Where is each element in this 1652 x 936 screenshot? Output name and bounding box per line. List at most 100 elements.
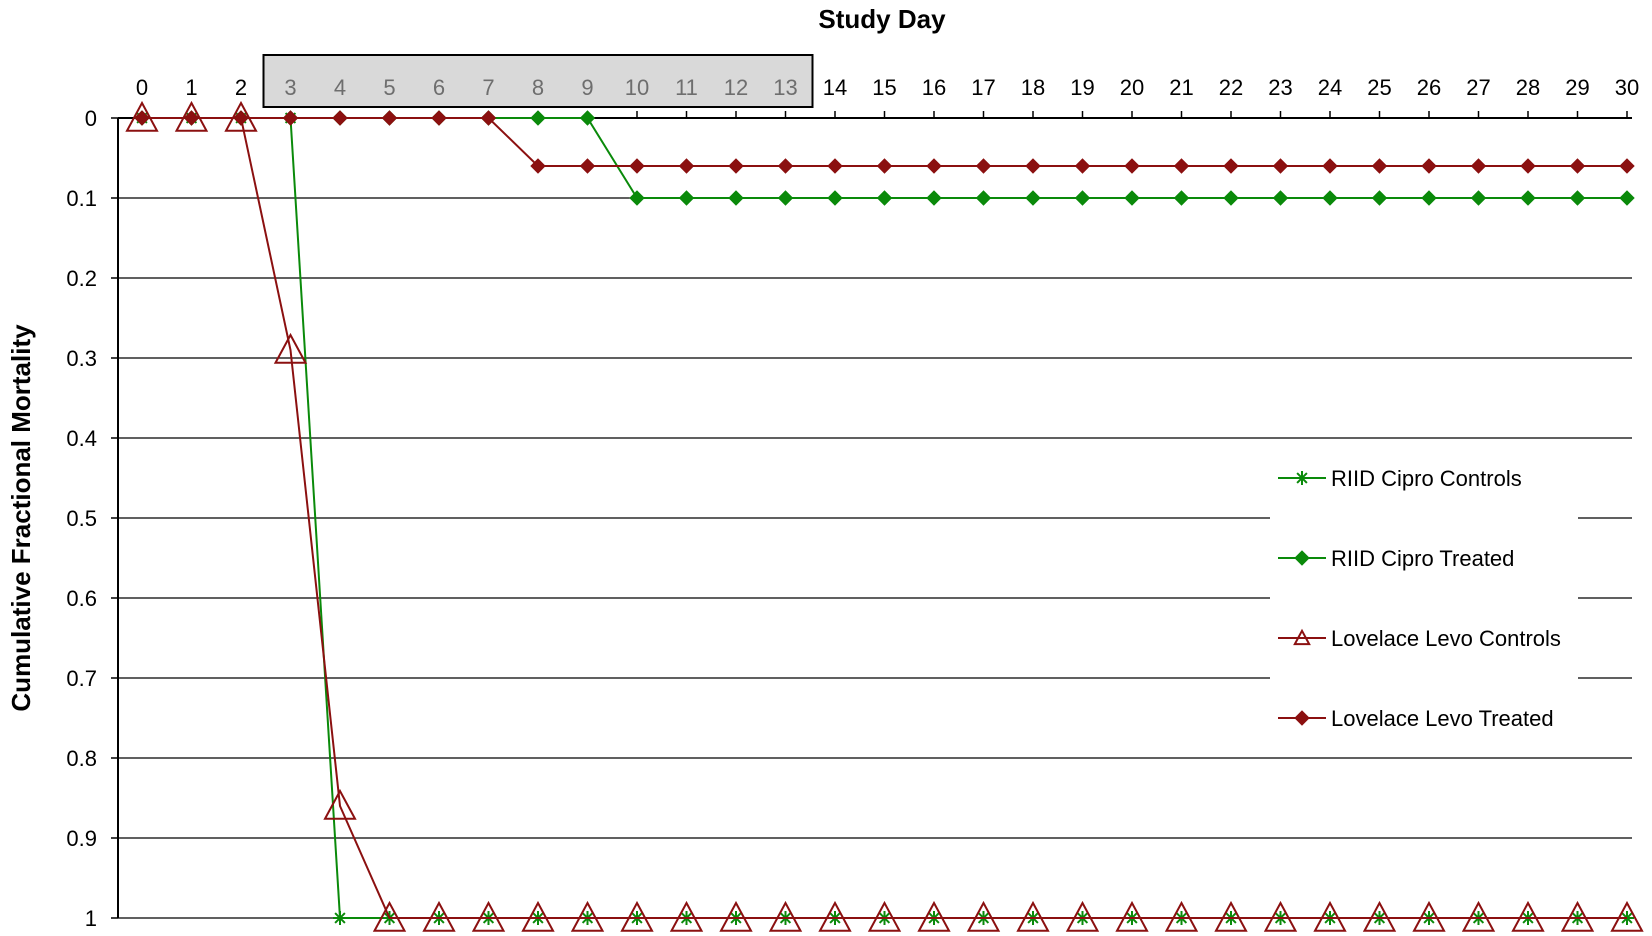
y-tick-label: 0.1 bbox=[66, 186, 97, 211]
data-point bbox=[1619, 158, 1635, 174]
data-point bbox=[431, 110, 447, 126]
data-point bbox=[1016, 900, 1050, 932]
data-point bbox=[1520, 190, 1536, 206]
data-point bbox=[372, 900, 407, 932]
data-point bbox=[273, 332, 308, 364]
legend-marker bbox=[1295, 471, 1309, 485]
y-tick-label: 0 bbox=[85, 106, 97, 131]
legend-background-group bbox=[1270, 445, 1578, 735]
series-line bbox=[142, 117, 1627, 919]
data-point bbox=[1065, 900, 1100, 932]
data-point bbox=[1619, 190, 1635, 206]
data-point bbox=[926, 158, 942, 174]
data-point bbox=[174, 100, 209, 132]
y-axis-title: Cumulative Fractional Mortality bbox=[6, 324, 36, 712]
y-tick-label: 0.6 bbox=[66, 586, 97, 611]
legend-marker bbox=[1294, 550, 1310, 566]
x-tick-label: 7 bbox=[482, 75, 494, 100]
data-point bbox=[876, 158, 893, 174]
x-tick-label: 6 bbox=[433, 75, 445, 100]
data-point bbox=[777, 158, 794, 174]
data-point bbox=[1610, 900, 1644, 932]
data-point bbox=[1520, 158, 1536, 174]
data-point bbox=[728, 190, 744, 206]
data-point bbox=[332, 110, 348, 126]
data-point bbox=[1115, 900, 1149, 932]
x-tick-label: 5 bbox=[383, 75, 395, 100]
data-point bbox=[422, 900, 456, 932]
x-tick-label: 15 bbox=[872, 75, 896, 100]
data-point bbox=[1371, 190, 1388, 206]
x-tick-label: 20 bbox=[1120, 75, 1144, 100]
data-point bbox=[1074, 158, 1091, 174]
x-tick-label: 19 bbox=[1070, 75, 1094, 100]
data-point bbox=[381, 110, 398, 126]
legend-label: Lovelace Levo Treated bbox=[1331, 706, 1554, 731]
data-point bbox=[1421, 190, 1437, 206]
series-line bbox=[142, 117, 1627, 199]
x-tick-label: 0 bbox=[136, 75, 148, 100]
data-point bbox=[1272, 190, 1289, 206]
data-point bbox=[1322, 190, 1338, 206]
legend-label: Lovelace Levo Controls bbox=[1331, 626, 1561, 651]
data-point bbox=[966, 900, 1001, 932]
data-point bbox=[233, 110, 249, 126]
data-point bbox=[1560, 900, 1595, 932]
data-point bbox=[1412, 900, 1446, 932]
data-point bbox=[975, 190, 992, 206]
data-point bbox=[1272, 158, 1289, 174]
x-tick-label: 11 bbox=[675, 75, 698, 100]
data-point bbox=[1124, 190, 1140, 206]
x-tick-label: 27 bbox=[1466, 75, 1490, 100]
data-point bbox=[818, 900, 852, 932]
data-point bbox=[827, 190, 843, 206]
legend-marker bbox=[1293, 628, 1311, 646]
data-point bbox=[728, 158, 744, 174]
legend-marker bbox=[1294, 710, 1310, 726]
y-tick-label: 0.5 bbox=[66, 506, 97, 531]
y-tick-label: 0.2 bbox=[66, 266, 97, 291]
series-3 bbox=[134, 110, 1635, 174]
legend-item: Lovelace Levo Treated bbox=[1278, 706, 1554, 731]
shaded-day-range bbox=[262, 54, 814, 108]
data-point bbox=[876, 190, 893, 206]
data-point bbox=[1313, 900, 1347, 932]
data-point bbox=[1223, 190, 1239, 206]
data-point bbox=[579, 158, 596, 174]
x-tick-labels-group: 0 1 2 3 4 5 6 7 8 9 10 11 12 13 14 15 16 17 18 19 20 21 22 23 24… bbox=[136, 75, 1639, 118]
legend-background bbox=[1270, 445, 1578, 735]
y-tick-label: 0.7 bbox=[66, 666, 97, 691]
series-1 bbox=[134, 110, 1635, 206]
data-point bbox=[134, 110, 150, 126]
x-tick-label: 2 bbox=[235, 75, 247, 100]
data-point bbox=[125, 100, 159, 132]
data-point bbox=[678, 190, 695, 206]
data-point bbox=[530, 110, 546, 126]
data-point bbox=[521, 900, 555, 932]
data-point bbox=[323, 788, 357, 820]
data-point bbox=[1074, 190, 1091, 206]
x-tick-label: 25 bbox=[1367, 75, 1391, 100]
data-point bbox=[917, 900, 951, 932]
data-point bbox=[1164, 900, 1199, 932]
y-tick-label: 0.9 bbox=[66, 826, 97, 851]
data-point bbox=[1470, 158, 1487, 174]
data-point bbox=[183, 110, 200, 126]
x-tick-label: 22 bbox=[1219, 75, 1243, 100]
legend-item: Lovelace Levo Controls bbox=[1278, 626, 1561, 651]
x-tick-label: 3 bbox=[284, 75, 296, 100]
data-point bbox=[1025, 158, 1041, 174]
data-point bbox=[530, 158, 546, 174]
data-point bbox=[1173, 190, 1190, 206]
data-point bbox=[629, 158, 645, 174]
data-point bbox=[570, 900, 605, 932]
data-point bbox=[1569, 190, 1586, 206]
x-tick-label: 16 bbox=[922, 75, 946, 100]
series-group bbox=[125, 100, 1644, 932]
y-tick-label: 1 bbox=[85, 906, 97, 931]
data-point bbox=[471, 900, 506, 932]
data-point bbox=[1214, 900, 1248, 932]
data-point bbox=[1223, 158, 1239, 174]
